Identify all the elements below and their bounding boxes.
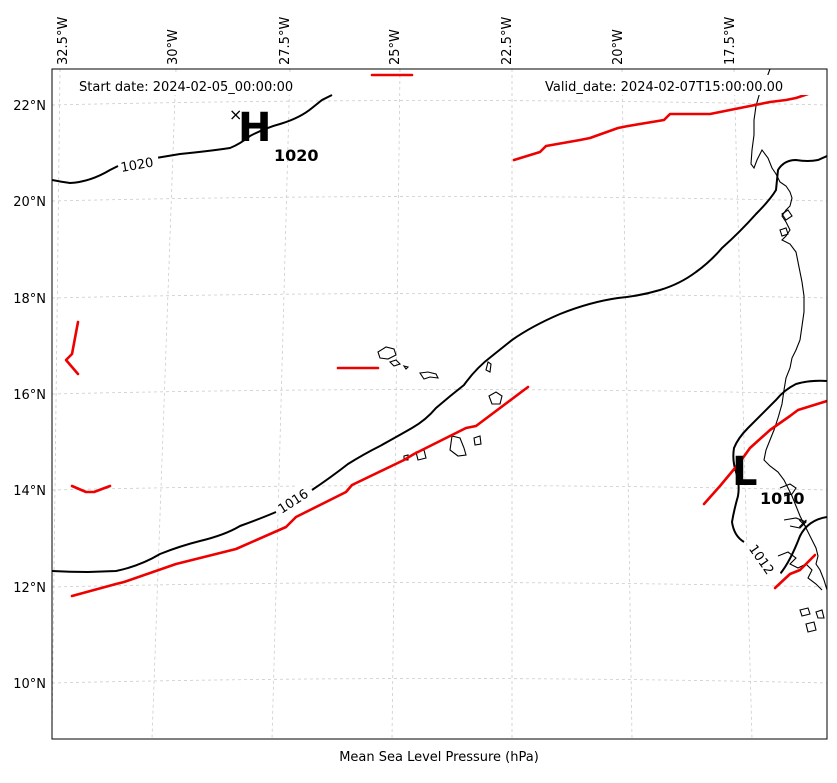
meridian-line bbox=[52, 69, 61, 739]
islet bbox=[799, 607, 811, 617]
lat-tick-label: 18°N bbox=[13, 292, 46, 307]
contour-label-bg bbox=[116, 146, 160, 172]
lat-tick-label: 14°N bbox=[13, 484, 46, 499]
island-sal bbox=[485, 361, 492, 373]
front-segment bbox=[70, 484, 112, 494]
low-center-marker-icon: × bbox=[797, 516, 809, 532]
front-segment bbox=[773, 553, 817, 590]
gambia-estuary bbox=[783, 517, 807, 529]
lon-tick-label: 32.5°W bbox=[56, 17, 71, 65]
contour-label-bg bbox=[271, 480, 316, 518]
island-santa-luzia bbox=[402, 365, 410, 370]
front-segment bbox=[512, 92, 810, 162]
low-pressure-letter: L bbox=[732, 449, 758, 495]
cape-verde-islands bbox=[377, 346, 503, 461]
lon-tick-label: 22.5°W bbox=[500, 17, 515, 65]
map-caption: Mean Sea Level Pressure (hPa) bbox=[339, 750, 539, 765]
offshore-islets bbox=[779, 209, 825, 633]
latitude-axis: 22°N 20°N 18°N 16°N 14°N 12°N 10°N bbox=[13, 99, 46, 692]
front-segment bbox=[702, 399, 827, 506]
lon-tick-label: 30°W bbox=[166, 29, 181, 65]
map-frame bbox=[51, 68, 828, 740]
parallel-line bbox=[52, 100, 827, 106]
lon-tick-label: 27.5°W bbox=[278, 17, 293, 65]
parallel-line bbox=[52, 678, 827, 684]
island-sao-vicente bbox=[388, 359, 402, 367]
parallel-line bbox=[52, 485, 827, 491]
high-pressure-letter: H bbox=[238, 105, 271, 151]
meridian-line bbox=[621, 69, 633, 739]
high-pressure-value: 1020 bbox=[274, 146, 319, 165]
isobar-1016-main bbox=[52, 155, 827, 574]
parallel-line bbox=[52, 389, 827, 395]
lat-tick-label: 10°N bbox=[13, 677, 46, 692]
meridian-line bbox=[271, 69, 291, 739]
africa-coastline bbox=[750, 69, 827, 591]
isobar-1020 bbox=[52, 94, 333, 185]
valid-date-label: Valid_date: 2024-02-07T15:00:00.00 bbox=[545, 80, 783, 95]
islet bbox=[815, 609, 825, 619]
isobars bbox=[52, 94, 827, 575]
island-maio bbox=[473, 435, 482, 446]
parallel-line bbox=[52, 196, 827, 202]
senegal-river-mouth bbox=[779, 483, 797, 497]
meridian-line bbox=[151, 69, 177, 739]
meridian-line bbox=[733, 69, 753, 739]
lon-tick-label: 17.5°W bbox=[723, 17, 738, 65]
valid-date-bg bbox=[540, 75, 810, 95]
lat-tick-label: 16°N bbox=[13, 388, 46, 403]
longitude-axis: 32.5°W 30°W 27.5°W 25°W 22.5°W 20°W 17.5… bbox=[56, 17, 738, 65]
isobar-1012 bbox=[730, 379, 827, 575]
islet bbox=[781, 209, 793, 221]
parallel-line bbox=[52, 293, 827, 299]
island-boa-vista bbox=[488, 391, 503, 405]
low-pressure-value: 1010 bbox=[760, 489, 805, 508]
lat-tick-label: 20°N bbox=[13, 195, 46, 210]
parallel-line bbox=[52, 582, 827, 588]
fronts bbox=[64, 73, 827, 598]
lat-tick-label: 12°N bbox=[13, 581, 46, 596]
island-sao-nicolau bbox=[419, 371, 439, 380]
graticule bbox=[52, 69, 827, 739]
lon-tick-label: 25°W bbox=[388, 29, 403, 65]
high-center-marker-icon: × bbox=[229, 105, 242, 124]
lon-tick-label: 20°W bbox=[611, 29, 626, 65]
start-date-bg bbox=[74, 75, 314, 95]
front-segment bbox=[70, 385, 530, 598]
lat-tick-label: 22°N bbox=[13, 99, 46, 114]
start-date-label: Start date: 2024-02-05_00:00:00 bbox=[79, 80, 293, 95]
front-segment bbox=[64, 320, 80, 376]
island-santiago bbox=[449, 435, 467, 457]
island-santo-antao bbox=[377, 346, 397, 360]
islet bbox=[805, 621, 817, 633]
contour-label-bg bbox=[743, 541, 782, 585]
meridian-line bbox=[391, 69, 401, 739]
isobar-label-1020: 1020 bbox=[120, 155, 155, 176]
islet bbox=[779, 227, 789, 237]
